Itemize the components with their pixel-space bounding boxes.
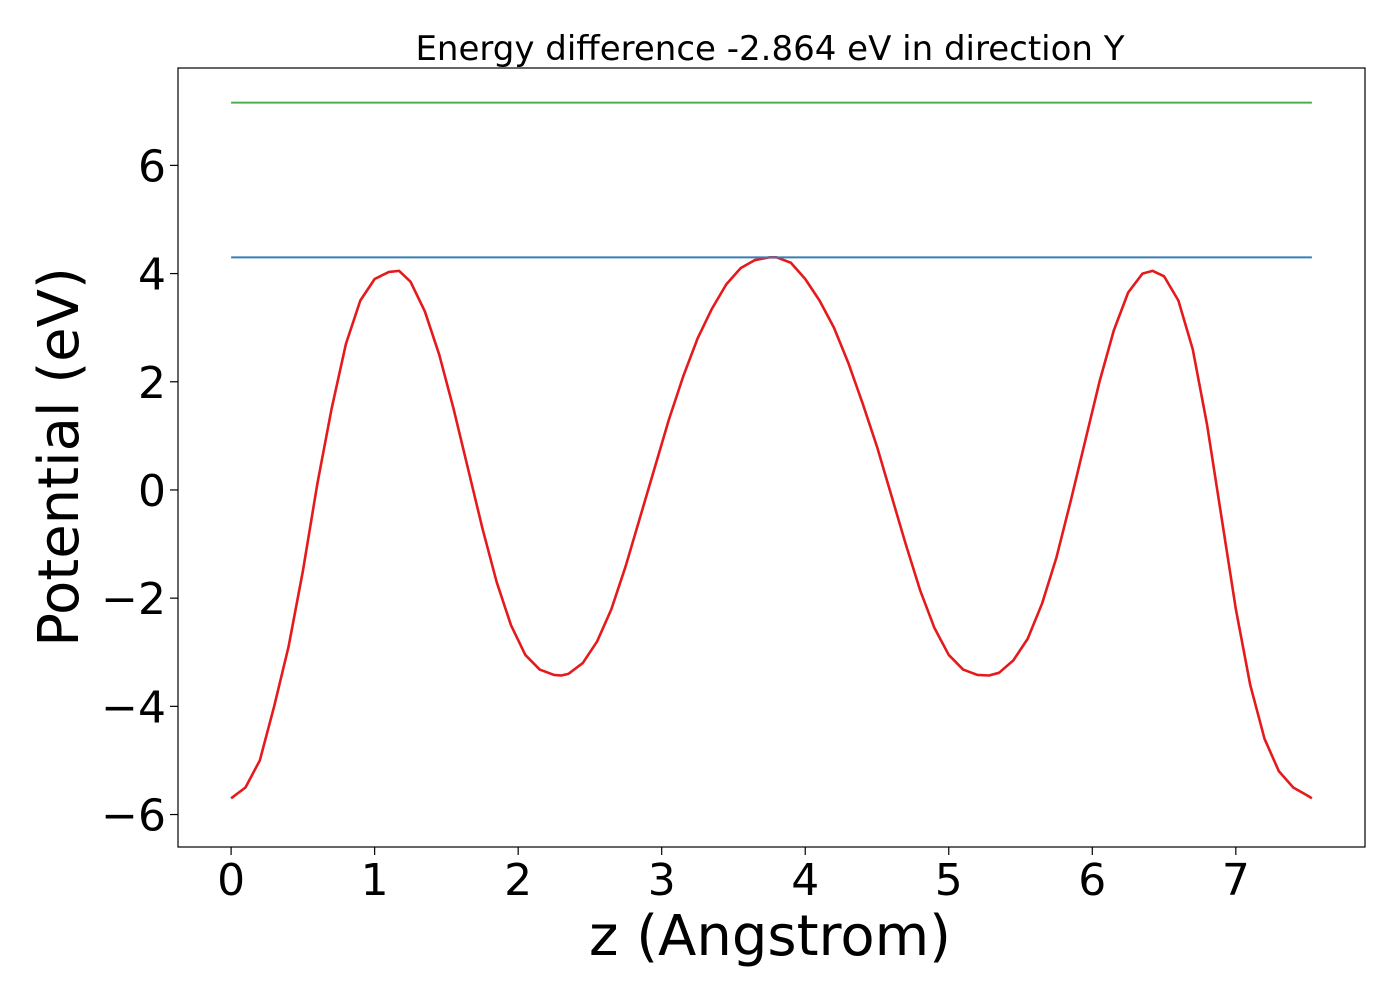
y-tick-label: 0: [138, 466, 166, 517]
y-tick-label: −2: [101, 574, 166, 625]
y-tick-label: 2: [138, 358, 166, 409]
x-tick-label: 6: [1078, 855, 1106, 906]
x-tick-label: 1: [361, 855, 389, 906]
chart-title: Energy difference -2.864 eV in direction…: [415, 29, 1124, 69]
x-tick-label: 3: [648, 855, 676, 906]
y-tick-label: −6: [101, 791, 166, 842]
series-line-0: [230, 256, 1313, 800]
x-tick-label: 5: [935, 855, 963, 906]
x-tick-label: 7: [1222, 855, 1250, 906]
y-tick-label: −4: [101, 682, 166, 733]
y-axis: −6 −4 −2 0 2 4 6: [101, 141, 178, 842]
y-axis-label: Potential (eV): [27, 267, 92, 647]
x-axis: 0 1 2 3 4 5 6 7: [217, 847, 1250, 906]
series-layer: [230, 101, 1313, 800]
x-tick-label: 2: [504, 855, 532, 906]
x-tick-label: 4: [791, 855, 819, 906]
plot-area-frame: [177, 67, 1366, 848]
y-tick-label: 4: [138, 250, 166, 301]
x-axis-label: z (Angstrom): [589, 904, 951, 969]
y-tick-label: 6: [138, 141, 166, 192]
x-tick-label: 0: [217, 855, 245, 906]
